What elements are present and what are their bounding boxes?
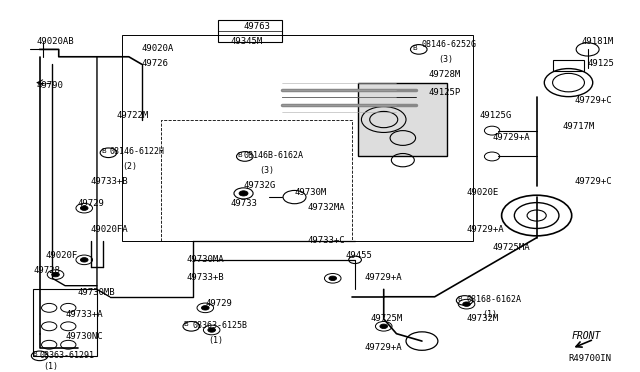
Text: 49020F: 49020F	[46, 251, 78, 260]
Bar	[122, 35, 473, 241]
Text: 49729+A: 49729+A	[365, 273, 402, 282]
Text: (1): (1)	[483, 310, 497, 319]
Text: B: B	[412, 45, 417, 51]
Text: 49725MA: 49725MA	[492, 243, 530, 253]
Text: 49181M: 49181M	[581, 37, 614, 46]
Text: 49020AB: 49020AB	[36, 37, 74, 46]
Text: (3): (3)	[438, 55, 453, 64]
Text: 08146B-6162A: 08146B-6162A	[244, 151, 303, 160]
Text: 49717M: 49717M	[562, 122, 595, 131]
Text: (1): (1)	[43, 362, 58, 371]
Text: 08146-6252G: 08146-6252G	[422, 41, 477, 49]
Text: 49729+A: 49729+A	[467, 225, 504, 234]
Text: 49728: 49728	[33, 266, 60, 275]
Text: 49730NC: 49730NC	[65, 332, 103, 341]
Text: 49730MB: 49730MB	[78, 288, 115, 297]
Text: 49763: 49763	[244, 22, 271, 31]
Text: 49732G: 49732G	[244, 181, 276, 190]
Text: B: B	[457, 296, 462, 302]
Text: 49732M: 49732M	[467, 314, 499, 323]
Text: 49722M: 49722M	[116, 110, 148, 119]
Text: 49020FA: 49020FA	[91, 225, 128, 234]
Text: 49733: 49733	[231, 199, 258, 208]
Bar	[358, 83, 447, 157]
Text: B: B	[32, 351, 37, 357]
Text: 49730MA: 49730MA	[186, 254, 224, 263]
Text: 49728M: 49728M	[428, 70, 461, 79]
Text: 08363-61291: 08363-61291	[40, 350, 95, 359]
Text: 49125: 49125	[588, 59, 614, 68]
Circle shape	[239, 191, 248, 196]
Text: 49729+C: 49729+C	[575, 177, 612, 186]
Text: 08168-6162A: 08168-6162A	[467, 295, 522, 304]
Text: 49345M: 49345M	[231, 37, 263, 46]
Circle shape	[52, 272, 60, 277]
Text: 49733+C: 49733+C	[307, 236, 345, 245]
Text: 49729+C: 49729+C	[575, 96, 612, 105]
Text: FRONT: FRONT	[572, 331, 601, 341]
Text: 49729: 49729	[78, 199, 105, 208]
Circle shape	[329, 276, 337, 280]
Text: 49730M: 49730M	[294, 188, 327, 197]
Text: 49125P: 49125P	[428, 89, 461, 97]
Text: (2): (2)	[122, 162, 138, 171]
Text: 49726: 49726	[141, 59, 168, 68]
Text: 49020A: 49020A	[141, 44, 174, 53]
Text: 49790: 49790	[36, 81, 63, 90]
Text: (1): (1)	[209, 336, 223, 345]
Circle shape	[202, 306, 209, 310]
Text: B: B	[237, 152, 242, 158]
Bar	[552, 60, 584, 71]
Circle shape	[81, 206, 88, 211]
Text: 49455: 49455	[346, 251, 372, 260]
Text: R49700IN: R49700IN	[568, 354, 611, 363]
Text: 08363-6125B: 08363-6125B	[193, 321, 248, 330]
Bar	[218, 20, 282, 42]
Text: 49732MA: 49732MA	[307, 203, 345, 212]
Text: 49733+B: 49733+B	[91, 177, 128, 186]
Text: (3): (3)	[259, 166, 275, 175]
Text: 49020E: 49020E	[467, 188, 499, 197]
Circle shape	[208, 328, 216, 332]
Bar	[33, 289, 97, 356]
Text: 49729+A: 49729+A	[492, 133, 530, 142]
Text: 49733+A: 49733+A	[65, 310, 103, 319]
Text: 49729+A: 49729+A	[365, 343, 402, 352]
Text: 49733+B: 49733+B	[186, 273, 224, 282]
Circle shape	[380, 324, 388, 328]
Circle shape	[463, 302, 470, 307]
Text: 08146-6122H: 08146-6122H	[109, 147, 164, 157]
Circle shape	[81, 258, 88, 262]
Text: B: B	[184, 321, 189, 327]
Text: 49725M: 49725M	[371, 314, 403, 323]
Text: 49125G: 49125G	[479, 110, 511, 119]
Text: B: B	[101, 148, 106, 154]
Text: 49729: 49729	[205, 299, 232, 308]
